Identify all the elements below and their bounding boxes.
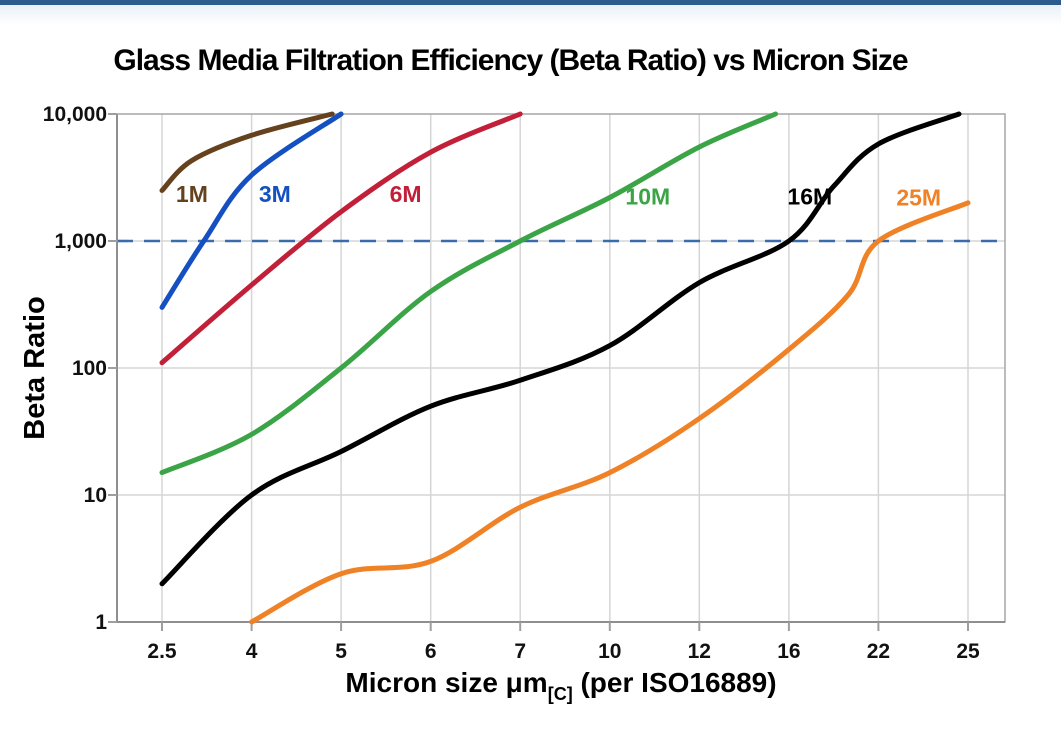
y-tick-label: 10 [84,484,107,507]
series-label-3m: 3M [259,181,291,207]
x-tick-label: 5 [335,640,347,663]
y-axis-title: Beta Ratio [19,296,51,439]
x-tick-label: 7 [514,640,526,663]
top-gradient [0,5,1061,25]
x-tick-label: 12 [688,640,711,663]
y-tick-label: 10,000 [43,103,107,126]
x-tick-label: 6 [425,640,437,663]
y-tick-label: 1 [95,611,107,634]
series-label-6m: 6M [390,181,422,207]
x-tick-label: 25 [956,640,980,663]
x-tick-label: 16 [777,640,800,663]
series-line-1m [159,111,335,193]
x-tick-label: 10 [598,640,621,663]
x-tick-label: 4 [246,640,258,663]
top-accent-bar [0,0,1061,5]
series-curves [159,111,971,625]
series-label-1m: 1M [176,181,208,207]
x-axis-title: Micron size μm[C] (per ISO16889) [345,667,776,704]
series-label-10m: 10M [625,183,670,209]
series-label-16m: 16M [787,183,832,209]
series-line-6m [159,111,523,366]
series-label-25m: 25M [896,185,941,211]
series-line-3m [159,111,344,310]
chart-title: Glass Media Filtration Efficiency (Beta … [113,44,908,77]
series-line-10m [159,111,778,476]
y-tick-label: 100 [72,357,107,380]
y-tick-label: 1,000 [54,230,107,253]
series-line-25m [249,200,971,625]
x-tick-label: 2.5 [147,640,177,663]
x-tick-label: 22 [867,640,890,663]
series-line-16m [159,111,962,587]
